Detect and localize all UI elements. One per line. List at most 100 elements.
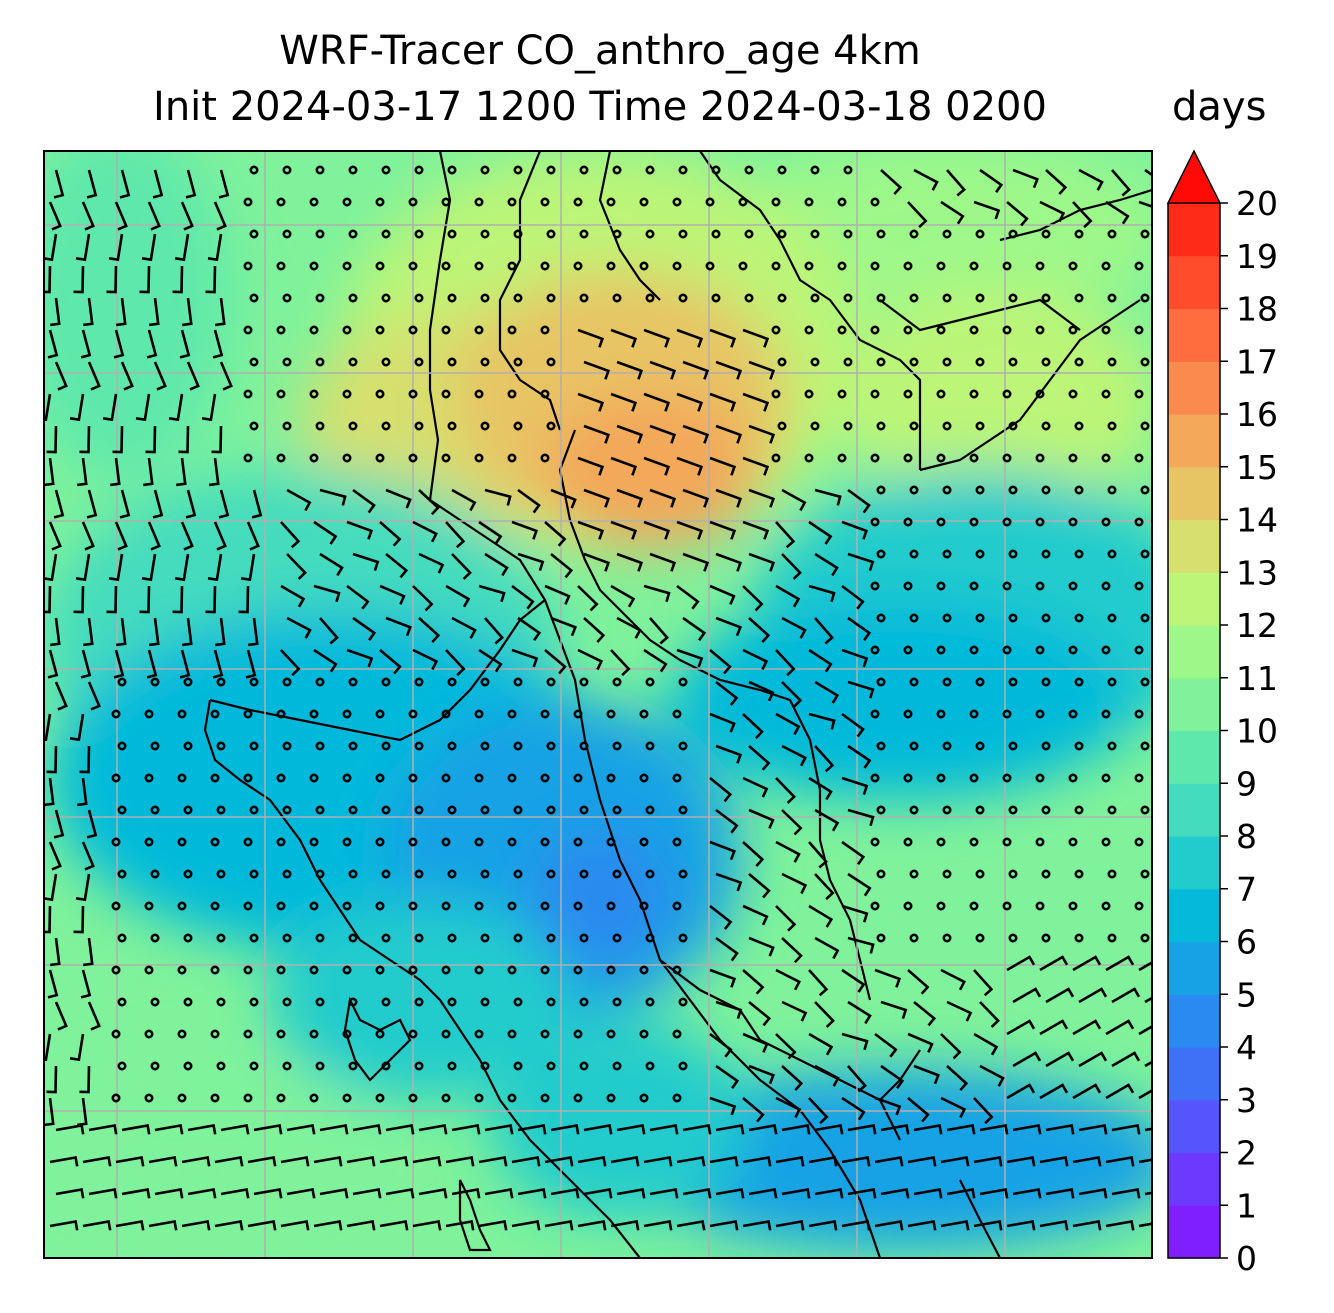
calm-wind-marker <box>678 869 688 879</box>
wind-barb <box>616 360 644 380</box>
wind-barb <box>418 617 441 643</box>
calm-wind-marker <box>282 357 292 367</box>
calm-wind-marker <box>942 677 952 687</box>
wind-barb <box>147 201 161 231</box>
calm-wind-marker <box>744 229 754 239</box>
wind-barb <box>1045 1123 1075 1135</box>
calm-wind-marker <box>804 197 814 207</box>
wind-barb <box>180 201 194 231</box>
calm-wind-marker <box>843 165 853 175</box>
wind-barb <box>517 552 545 572</box>
wind-barb <box>215 297 226 327</box>
wind-barb <box>946 1065 969 1091</box>
wind-barb <box>139 585 151 614</box>
calm-wind-marker <box>117 997 127 1007</box>
calm-wind-marker <box>480 677 490 687</box>
calm-wind-marker <box>639 709 649 719</box>
calm-wind-marker <box>348 293 358 303</box>
wind-barb <box>643 1155 673 1167</box>
wind-barb <box>709 392 737 412</box>
tracer-field <box>44 151 1152 1258</box>
calm-wind-marker <box>414 741 424 751</box>
calm-wind-marker <box>282 869 292 879</box>
wind-barb <box>682 360 710 380</box>
calm-wind-marker <box>183 677 193 687</box>
calm-wind-marker <box>903 645 913 655</box>
wind-barb <box>240 553 256 582</box>
colorbar-tick-label: 12 <box>1236 606 1278 645</box>
calm-wind-marker <box>144 901 154 911</box>
wind-barb <box>709 1096 737 1116</box>
wind-barb <box>218 169 230 199</box>
calm-wind-marker <box>903 517 913 527</box>
calm-wind-marker <box>309 325 319 335</box>
wind-barb <box>1111 1051 1141 1068</box>
wind-barb <box>775 905 797 932</box>
calm-wind-marker <box>546 165 556 175</box>
calm-wind-marker <box>639 837 649 847</box>
calm-wind-marker <box>540 773 550 783</box>
wind-barb <box>808 712 836 730</box>
wind-barb <box>979 1064 1005 1087</box>
calm-wind-marker <box>1107 549 1117 559</box>
wind-barb <box>979 1001 1000 1028</box>
calm-wind-marker <box>342 965 352 975</box>
calm-wind-marker <box>1041 741 1051 751</box>
colorbar-band <box>1168 888 1220 943</box>
calm-wind-marker <box>447 741 457 751</box>
wind-barb <box>610 456 638 476</box>
colorbar-tick-label: 10 <box>1236 712 1278 751</box>
wind-barb <box>577 520 605 540</box>
calm-wind-marker <box>243 837 253 847</box>
wind-barb <box>418 1123 448 1135</box>
calm-wind-marker <box>507 709 517 719</box>
wind-barb <box>610 1219 640 1231</box>
calm-wind-marker <box>1068 773 1078 783</box>
wind-barb <box>841 904 869 923</box>
wind-barb <box>781 681 803 708</box>
calm-wind-marker <box>342 1093 352 1103</box>
wind-barb <box>913 168 939 191</box>
calm-wind-marker <box>111 773 121 783</box>
calm-wind-marker <box>678 933 688 943</box>
wind-barb <box>1105 200 1130 225</box>
wind-barb <box>418 552 445 574</box>
calm-wind-marker <box>606 965 616 975</box>
calm-wind-marker <box>810 229 820 239</box>
calm-wind-marker <box>1008 805 1018 815</box>
calm-wind-marker <box>777 357 787 367</box>
calm-wind-marker <box>480 741 490 751</box>
calm-wind-marker <box>177 965 187 975</box>
calm-wind-marker <box>1035 901 1045 911</box>
wind-barb <box>847 1123 877 1135</box>
wind-barb <box>478 1219 508 1231</box>
wind-barb <box>682 1187 712 1199</box>
calm-wind-marker <box>348 805 358 815</box>
wind-barb <box>709 968 737 988</box>
calm-wind-marker <box>777 165 787 175</box>
wind-barb <box>742 648 769 671</box>
calm-wind-marker <box>441 1029 451 1039</box>
calm-wind-marker <box>645 869 655 879</box>
calm-wind-marker <box>348 1061 358 1071</box>
colorbar-extend-arrow <box>1166 149 1222 204</box>
wind-barb <box>181 1219 211 1231</box>
calm-wind-marker <box>606 197 616 207</box>
wind-barb <box>174 233 190 262</box>
calm-wind-marker <box>249 165 259 175</box>
wind-barb <box>143 457 154 487</box>
wind-barb <box>182 297 193 327</box>
calm-wind-marker <box>870 517 880 527</box>
wind-barb <box>153 361 167 391</box>
calm-wind-marker <box>1041 485 1051 495</box>
calm-wind-marker <box>1140 869 1150 879</box>
calm-wind-marker <box>942 229 952 239</box>
colorbar-band <box>1168 361 1220 415</box>
calm-wind-marker <box>414 293 424 303</box>
wind-barb <box>80 649 92 679</box>
calm-wind-marker <box>612 677 622 687</box>
calm-wind-marker <box>969 901 979 911</box>
wind-barb <box>484 1123 514 1135</box>
wind-barb <box>1006 1019 1036 1036</box>
wind-barb <box>379 649 402 675</box>
